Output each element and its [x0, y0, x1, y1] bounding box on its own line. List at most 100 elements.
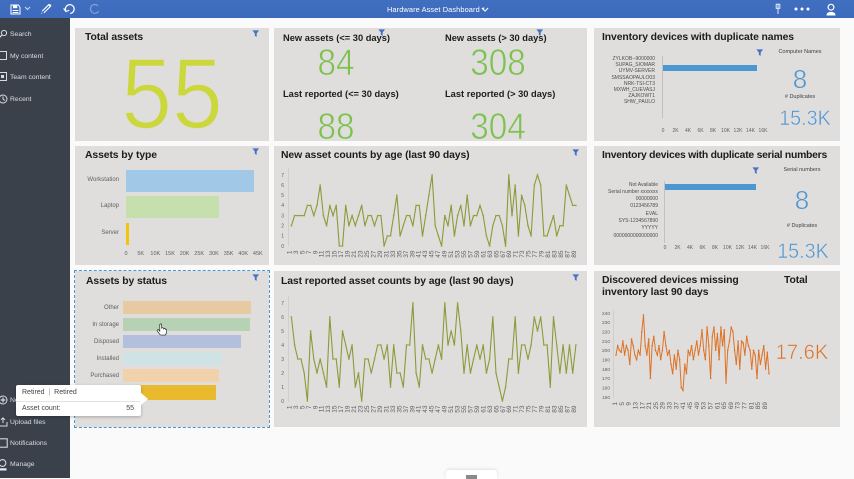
- svg-text:3: 3: [293, 405, 300, 409]
- svg-text:85: 85: [558, 405, 565, 413]
- svg-text:61: 61: [714, 402, 721, 410]
- svg-text:79: 79: [539, 405, 546, 413]
- svg-text:170: 170: [602, 376, 610, 382]
- svg-text:6: 6: [281, 183, 284, 189]
- svg-text:57: 57: [708, 402, 715, 410]
- svg-text:41: 41: [680, 402, 687, 410]
- svg-text:17: 17: [338, 405, 345, 413]
- svg-text:15: 15: [332, 405, 339, 413]
- svg-text:230: 230: [602, 320, 610, 326]
- svg-text:9: 9: [312, 250, 319, 254]
- svg-text:85: 85: [755, 402, 762, 410]
- svg-text:29: 29: [377, 250, 384, 258]
- svg-text:25: 25: [653, 402, 660, 410]
- svg-text:0: 0: [281, 244, 284, 250]
- svg-text:69: 69: [506, 250, 513, 258]
- svg-text:33: 33: [667, 402, 674, 410]
- svg-text:53: 53: [455, 250, 462, 258]
- svg-text:17: 17: [338, 250, 345, 258]
- svg-text:7: 7: [281, 173, 284, 179]
- svg-text:2: 2: [281, 224, 284, 230]
- svg-text:220: 220: [602, 330, 610, 336]
- svg-text:4: 4: [281, 343, 284, 349]
- svg-text:27: 27: [371, 250, 378, 258]
- svg-text:23: 23: [358, 405, 365, 413]
- svg-text:5: 5: [619, 402, 626, 406]
- svg-text:31: 31: [383, 250, 390, 258]
- svg-text:69: 69: [506, 405, 513, 413]
- svg-text:35: 35: [396, 250, 403, 258]
- svg-text:7: 7: [281, 301, 284, 307]
- svg-text:7: 7: [306, 405, 313, 409]
- svg-text:61: 61: [480, 250, 487, 258]
- svg-text:41: 41: [416, 405, 423, 413]
- svg-text:43: 43: [422, 250, 429, 258]
- svg-text:13: 13: [633, 402, 640, 410]
- svg-text:35: 35: [396, 405, 403, 413]
- svg-text:73: 73: [519, 250, 526, 258]
- svg-text:81: 81: [545, 405, 552, 413]
- svg-text:75: 75: [526, 250, 533, 258]
- svg-text:21: 21: [351, 405, 358, 413]
- svg-text:45: 45: [687, 402, 694, 410]
- svg-text:4: 4: [281, 203, 284, 209]
- svg-text:19: 19: [345, 250, 352, 258]
- svg-text:77: 77: [742, 402, 749, 410]
- svg-text:180: 180: [602, 367, 610, 373]
- svg-text:2: 2: [281, 371, 284, 377]
- svg-text:41: 41: [416, 250, 423, 258]
- svg-text:200: 200: [602, 348, 610, 354]
- svg-text:7: 7: [306, 250, 313, 254]
- svg-text:37: 37: [403, 405, 410, 413]
- svg-text:87: 87: [564, 250, 571, 258]
- svg-text:47: 47: [435, 405, 442, 413]
- svg-text:81: 81: [545, 250, 552, 258]
- svg-text:3: 3: [281, 213, 284, 219]
- svg-text:61: 61: [480, 405, 487, 413]
- svg-text:3: 3: [281, 357, 284, 363]
- svg-text:37: 37: [673, 402, 680, 410]
- svg-text:9: 9: [312, 405, 319, 409]
- svg-text:59: 59: [474, 250, 481, 258]
- svg-text:89: 89: [762, 402, 769, 410]
- svg-text:160: 160: [602, 385, 610, 391]
- svg-text:77: 77: [532, 250, 539, 258]
- svg-text:23: 23: [358, 250, 365, 258]
- svg-text:5: 5: [299, 250, 306, 254]
- svg-text:33: 33: [390, 250, 397, 258]
- svg-text:5: 5: [281, 329, 284, 335]
- svg-text:21: 21: [351, 250, 358, 258]
- svg-text:79: 79: [539, 250, 546, 258]
- svg-text:11: 11: [319, 250, 326, 257]
- svg-text:55: 55: [461, 250, 468, 258]
- svg-text:25: 25: [364, 405, 371, 413]
- svg-text:71: 71: [513, 405, 520, 413]
- svg-text:67: 67: [500, 250, 507, 258]
- svg-text:190: 190: [602, 357, 610, 363]
- svg-text:45: 45: [429, 405, 436, 413]
- svg-text:83: 83: [552, 405, 559, 413]
- svg-text:29: 29: [377, 405, 384, 413]
- svg-text:29: 29: [660, 402, 667, 410]
- svg-text:51: 51: [448, 250, 455, 258]
- svg-text:75: 75: [526, 405, 533, 413]
- svg-text:51: 51: [448, 405, 455, 413]
- svg-text:5: 5: [299, 405, 306, 409]
- svg-text:150: 150: [602, 395, 610, 401]
- svg-text:81: 81: [748, 402, 755, 410]
- svg-text:55: 55: [461, 405, 468, 413]
- svg-text:49: 49: [442, 250, 449, 258]
- svg-text:3: 3: [293, 250, 300, 254]
- svg-text:85: 85: [558, 250, 565, 258]
- svg-text:89: 89: [571, 405, 578, 413]
- svg-text:45: 45: [429, 250, 436, 258]
- svg-text:77: 77: [532, 405, 539, 413]
- svg-text:49: 49: [442, 405, 449, 413]
- svg-text:15: 15: [332, 250, 339, 258]
- svg-text:1: 1: [612, 402, 619, 406]
- svg-text:65: 65: [493, 405, 500, 413]
- svg-text:13: 13: [325, 405, 332, 413]
- svg-text:13: 13: [325, 250, 332, 258]
- svg-text:37: 37: [403, 250, 410, 258]
- svg-text:53: 53: [455, 405, 462, 413]
